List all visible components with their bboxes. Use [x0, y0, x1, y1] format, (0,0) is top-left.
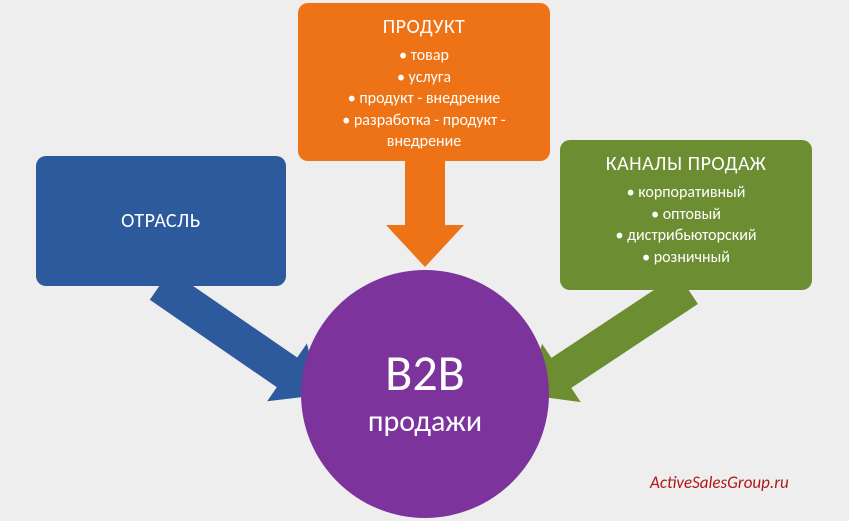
center-circle: B2B продажи [301, 270, 549, 518]
box-item: оптовый [576, 204, 796, 226]
box-industry: ОТРАСЛЬ [36, 156, 286, 286]
attribution-text: ActiveSalesGroup.ru [650, 472, 789, 493]
diagram-canvas: B2B продажи ОТРАСЛЬ ПРОДУКТ товаруслугап… [0, 0, 849, 521]
box-product-title: ПРОДУКТ [314, 15, 534, 39]
box-channels-title: КАНАЛЫ ПРОДАЖ [576, 152, 796, 176]
box-item: услуга [314, 67, 534, 89]
box-item: разработка - продукт - внедрение [314, 110, 534, 153]
box-item: товар [314, 45, 534, 67]
center-subtitle: продажи [368, 403, 482, 440]
box-item: продукт - внедрение [314, 88, 534, 110]
box-item: дистрибьюторский [576, 225, 796, 247]
box-item: корпоративный [576, 182, 796, 204]
center-title: B2B [385, 349, 465, 399]
box-channels-list: корпоративныйоптовыйдистрибьюторскийрозн… [576, 182, 796, 268]
box-item: розничный [576, 247, 796, 269]
box-product-list: товаруслугапродукт - внедрениеразработка… [314, 45, 534, 153]
box-industry-title: ОТРАСЛЬ [121, 209, 201, 233]
box-product: ПРОДУКТ товаруслугапродукт - внедрениера… [298, 3, 550, 161]
box-channels: КАНАЛЫ ПРОДАЖ корпоративныйоптовыйдистри… [560, 140, 812, 290]
